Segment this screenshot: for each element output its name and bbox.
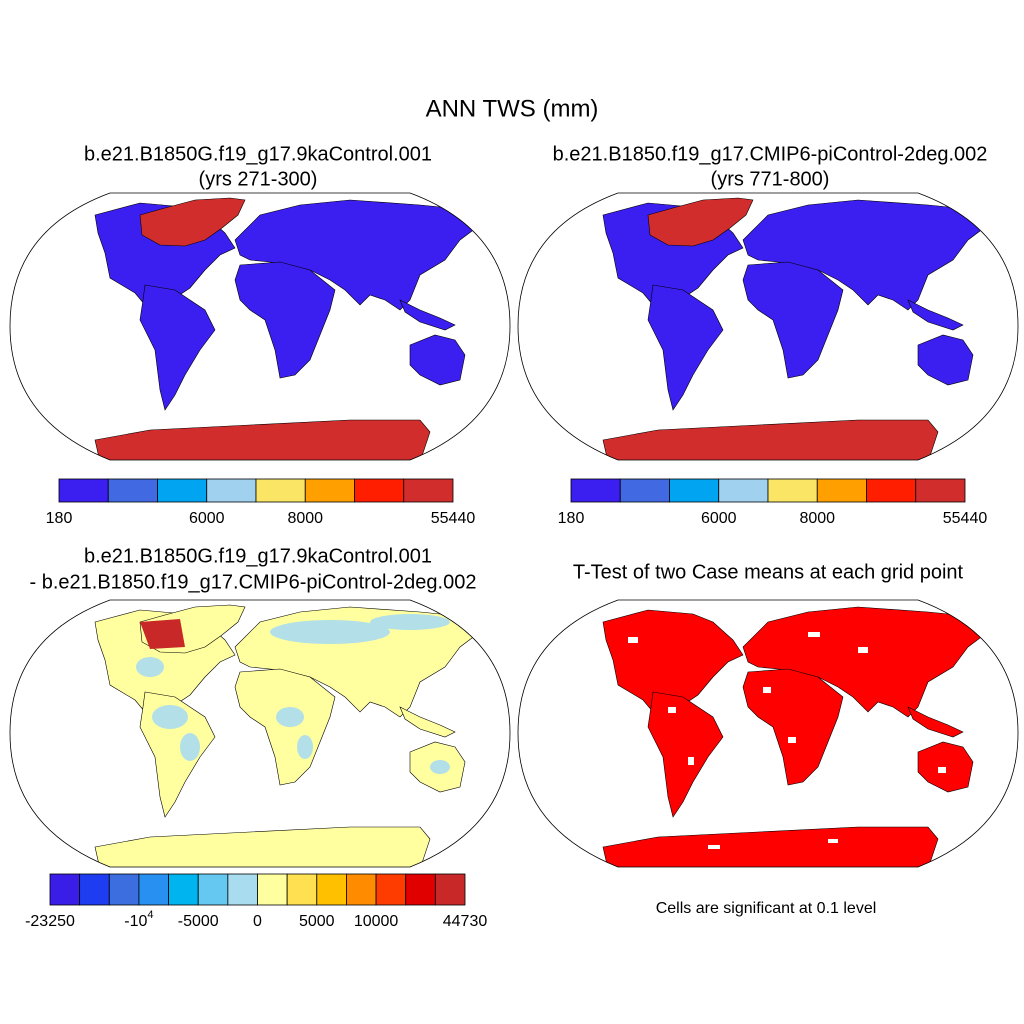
map	[9, 192, 511, 461]
colorbar-box	[257, 873, 288, 906]
figure-title: ANN TWS (mm)	[426, 95, 599, 122]
colorbar-box	[206, 478, 257, 503]
colorbar-box	[227, 873, 258, 906]
colorbar-label: 44730	[443, 913, 488, 930]
label-base: -10	[124, 913, 147, 930]
colorbar-box	[403, 478, 454, 503]
panel-subtitle: - b.e21.B1850.f19_g17.CMIP6-piControl-2d…	[30, 571, 477, 593]
map	[517, 192, 1019, 461]
panel-title: b.e21.B1850G.f19_g17.9kaControl.001	[84, 545, 432, 567]
colorbar-box	[304, 478, 355, 503]
colorbar-box	[354, 478, 405, 503]
colorbar-box	[79, 873, 110, 906]
panel-title: T-Test of two Case means at each grid po…	[573, 561, 964, 583]
colorbar-label: 55440	[943, 510, 988, 527]
colorbar-box	[316, 873, 347, 906]
colorbar: -23250 -104 -5000 0 5000 10000 44730	[25, 873, 488, 930]
panel-subtitle: (yrs 271-300)	[199, 168, 318, 190]
footnote: Cells are significant at 0.1 level	[656, 900, 877, 917]
colorbar-box	[866, 478, 917, 503]
map	[517, 599, 1019, 868]
colorbar-box	[197, 873, 229, 906]
colorbar-box	[255, 478, 306, 503]
colorbar-box	[915, 478, 966, 503]
colorbar-box	[168, 873, 199, 906]
colorbar: 180 6000 8000 55440	[558, 478, 988, 527]
colorbar-label: 5000	[299, 913, 335, 930]
colorbar-box	[434, 873, 466, 906]
colorbar-box	[570, 478, 621, 503]
colorbar-box	[58, 478, 109, 503]
colorbar-label: -104	[124, 909, 153, 930]
colorbar-label: 0	[253, 913, 262, 930]
panel-title: b.e21.B1850G.f19_g17.9kaControl.001	[84, 143, 432, 165]
colorbar: 180 6000 8000 55440	[46, 478, 476, 527]
colorbar-label: 6000	[189, 510, 225, 527]
colorbar-box	[286, 873, 318, 906]
colorbar-box	[346, 873, 377, 906]
colorbar-box	[669, 478, 720, 503]
colorbar-label: 10000	[354, 913, 399, 930]
colorbar-box	[157, 478, 208, 503]
colorbar-box	[138, 873, 169, 906]
colorbar-box	[375, 873, 407, 906]
label-exponent: 4	[147, 909, 153, 921]
colorbar-label: 55440	[431, 510, 476, 527]
colorbar-box	[405, 873, 436, 906]
colorbar-box	[619, 478, 670, 503]
colorbar-label: -5000	[178, 913, 219, 930]
colorbar-box	[49, 873, 81, 906]
colorbar-label: 180	[558, 510, 585, 527]
colorbar-box	[107, 478, 158, 503]
colorbar-label: 6000	[701, 510, 737, 527]
colorbar-box	[108, 873, 140, 906]
panel-subtitle: (yrs 771-800)	[711, 168, 830, 190]
colorbar-box	[718, 478, 769, 503]
colorbar-box	[816, 478, 867, 503]
colorbar-label: -23250	[25, 913, 75, 930]
colorbar-label: 180	[46, 510, 73, 527]
map	[9, 599, 511, 868]
colorbar-label: 8000	[287, 510, 323, 527]
panel-title: b.e21.B1850.f19_g17.CMIP6-piControl-2deg…	[553, 143, 988, 165]
colorbar-label: 8000	[799, 510, 835, 527]
colorbar-box	[767, 478, 818, 503]
